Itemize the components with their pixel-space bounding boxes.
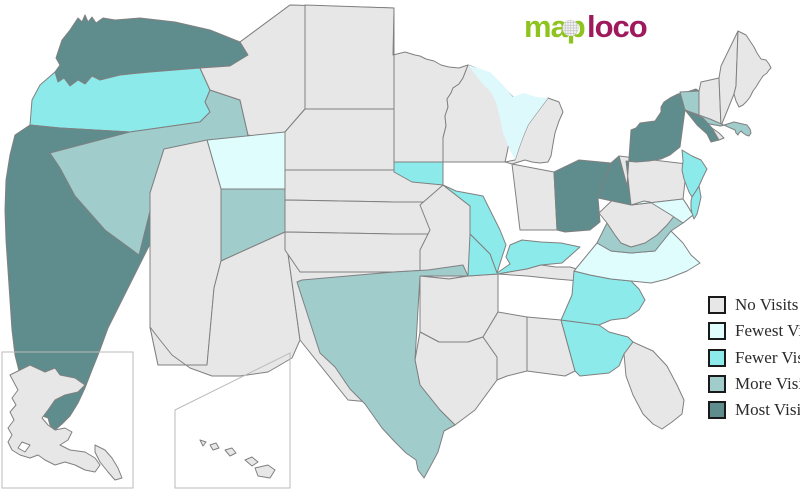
svg-text:loco: loco bbox=[587, 9, 647, 44]
